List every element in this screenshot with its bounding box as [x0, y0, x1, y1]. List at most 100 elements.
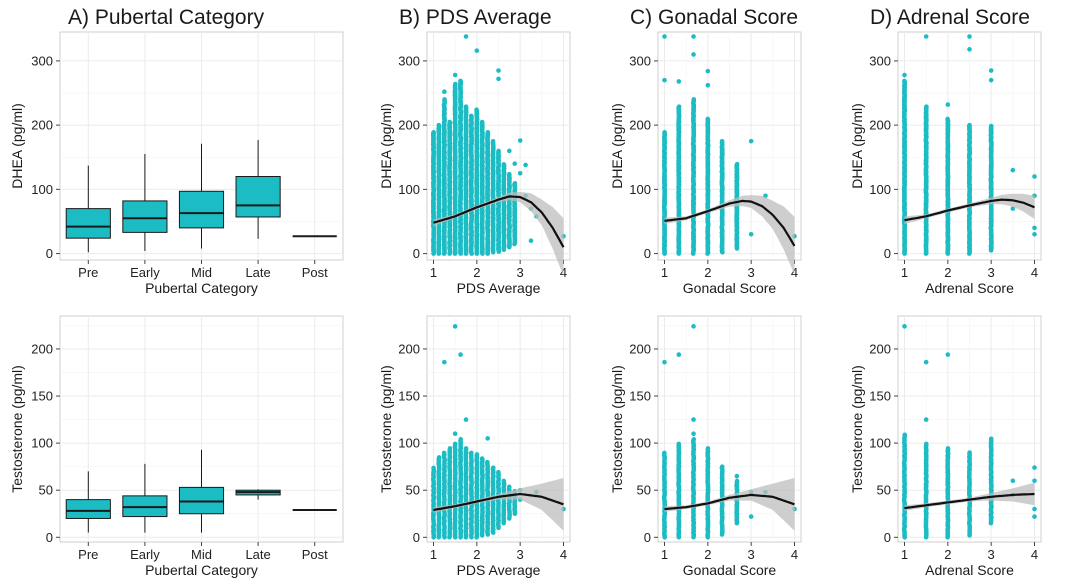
- x-tick-label: 1: [661, 547, 668, 562]
- y-tick-label: 200: [869, 341, 891, 356]
- data-point: [447, 446, 453, 451]
- data-point: [734, 187, 740, 192]
- data-point: [512, 181, 518, 186]
- x-tick-label: 4: [560, 547, 567, 562]
- x-tick-label: 1: [661, 265, 668, 280]
- box-mid: [178, 449, 225, 533]
- data-point: [431, 465, 436, 471]
- y-tick-label: 200: [629, 341, 651, 356]
- confidence-band: [664, 478, 795, 531]
- scatter-points: [661, 324, 797, 540]
- fit-line: [433, 195, 565, 248]
- data-point: [463, 34, 469, 39]
- y-axis-title: Testosterone (pg/ml): [609, 365, 625, 493]
- box-body: [65, 208, 111, 239]
- x-axis-title: Gonadal Score: [683, 280, 777, 296]
- y-tick-label: 100: [398, 436, 420, 451]
- x-tick-label: 2: [704, 265, 711, 280]
- data-point: [988, 77, 994, 83]
- data-point: [662, 130, 667, 135]
- x-tick-label: 4: [791, 547, 798, 562]
- box-late: [235, 139, 281, 239]
- data-point: [748, 138, 754, 144]
- data-point: [496, 68, 501, 73]
- data-point: [485, 459, 490, 465]
- data-point: [442, 97, 447, 102]
- data-point: [945, 102, 951, 107]
- data-point: [676, 79, 682, 84]
- data-point: [485, 130, 491, 135]
- data-point: [469, 450, 474, 456]
- data-point: [453, 81, 458, 87]
- data-point: [691, 431, 696, 437]
- y-axis-title: Testosterone (pg/ml): [9, 365, 25, 493]
- x-tick-label: 1: [901, 265, 908, 280]
- x-tick-label: Post: [302, 547, 328, 562]
- y-tick-label: 0: [884, 530, 891, 545]
- x-axis-title: Pubertal Category: [145, 562, 258, 578]
- y-tick-label: 0: [413, 246, 420, 261]
- y-tick-label: 200: [31, 341, 53, 356]
- data-point: [463, 417, 469, 422]
- data-point: [436, 455, 442, 460]
- x-axis-title: Gonadal Score: [683, 562, 777, 578]
- data-point: [662, 34, 667, 39]
- data-point: [517, 170, 523, 176]
- y-tick-label: 150: [869, 389, 891, 404]
- y-axis-title: DHEA (pg/ml): [849, 103, 865, 189]
- data-point: [662, 450, 667, 456]
- data-point: [452, 441, 458, 447]
- data-point: [458, 79, 463, 84]
- x-tick-label: Early: [130, 265, 160, 280]
- data-point: [1010, 167, 1016, 173]
- data-point: [442, 359, 447, 365]
- data-point: [468, 113, 474, 119]
- data-point: [452, 324, 458, 329]
- data-point: [719, 139, 725, 144]
- fit-line: [664, 199, 796, 247]
- box-body: [122, 200, 168, 233]
- x-tick-label: 1: [430, 265, 437, 280]
- x-tick-label: 3: [988, 547, 995, 562]
- x-tick-label: 3: [517, 547, 524, 562]
- panel-title: B) PDS Average: [399, 6, 552, 29]
- y-tick-label: 300: [869, 53, 891, 68]
- data-point: [705, 83, 711, 88]
- data-point: [902, 72, 907, 78]
- data-point: [474, 107, 479, 113]
- data-point: [490, 465, 496, 471]
- data-point: [436, 122, 442, 128]
- y-tick-label: 150: [31, 389, 53, 404]
- panel-title: A) Pubertal Category: [68, 6, 265, 29]
- data-point: [458, 437, 464, 442]
- data-point: [967, 34, 972, 39]
- box-body: [65, 499, 111, 519]
- box-late: [235, 489, 281, 500]
- y-tick-label: 100: [31, 182, 53, 197]
- data-point: [1010, 206, 1016, 211]
- data-point: [1032, 225, 1037, 231]
- data-point: [967, 122, 972, 128]
- data-point: [923, 34, 929, 39]
- scatter-points: [661, 34, 797, 256]
- y-tick-label: 0: [46, 246, 53, 261]
- fit-line: [904, 198, 1035, 222]
- scatter-points: [901, 34, 1037, 256]
- data-point: [691, 324, 696, 329]
- data-point: [474, 48, 480, 53]
- data-point: [676, 441, 682, 447]
- data-point: [691, 437, 697, 442]
- data-point: [988, 123, 994, 129]
- x-tick-label: Pre: [78, 547, 98, 562]
- y-axis-title: DHEA (pg/ml): [609, 103, 625, 189]
- y-tick-label: 50: [637, 483, 651, 498]
- x-tick-label: 3: [748, 547, 755, 562]
- y-tick-label: 100: [629, 182, 651, 197]
- data-point: [485, 436, 490, 441]
- box-mid: [178, 143, 225, 249]
- x-axis-title: PDS Average: [457, 280, 541, 296]
